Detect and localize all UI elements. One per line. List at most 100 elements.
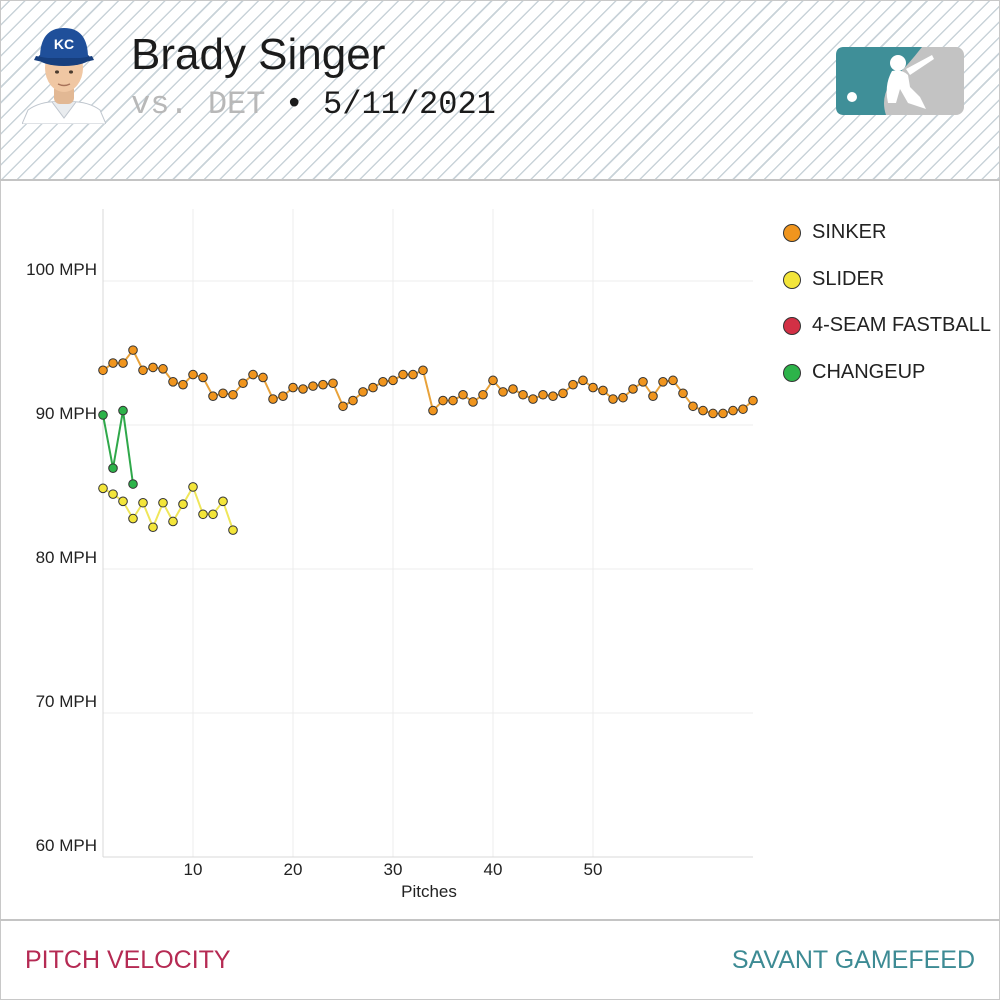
data-point-sinker bbox=[738, 404, 748, 414]
data-point-sinker bbox=[118, 358, 128, 368]
legend-swatch bbox=[783, 363, 801, 382]
data-point-sinker bbox=[648, 391, 658, 401]
data-point-slider bbox=[198, 509, 208, 520]
y-tick-label: 80 MPH bbox=[36, 548, 97, 567]
data-point-slider bbox=[108, 489, 118, 499]
data-point-sinker bbox=[368, 382, 378, 393]
data-point-sinker bbox=[708, 408, 718, 419]
data-point-slider bbox=[208, 509, 218, 520]
data-point-slider bbox=[158, 497, 168, 508]
data-point-sinker bbox=[598, 385, 608, 396]
data-point-sinker bbox=[238, 378, 248, 389]
player-name: Brady Singer bbox=[131, 30, 386, 79]
legend-item-4-seam-fastball: 4-SEAM FASTBALL bbox=[783, 313, 991, 360]
y-tick-label: 90 MPH bbox=[36, 404, 97, 423]
data-point-sinker bbox=[698, 405, 708, 416]
footer-chart-title: PITCH VELOCITY bbox=[25, 946, 231, 974]
data-point-sinker bbox=[518, 389, 528, 400]
data-point-sinker bbox=[488, 375, 498, 386]
data-point-sinker bbox=[288, 382, 298, 393]
data-point-sinker bbox=[568, 379, 578, 390]
data-point-sinker bbox=[608, 394, 618, 404]
data-point-sinker bbox=[428, 405, 438, 416]
data-point-sinker bbox=[508, 384, 518, 394]
data-point-sinker bbox=[448, 395, 458, 406]
data-point-sinker bbox=[578, 375, 588, 386]
data-point-sinker bbox=[528, 394, 538, 404]
data-point-sinker bbox=[338, 401, 348, 412]
data-point-sinker bbox=[628, 384, 638, 394]
data-point-slider bbox=[218, 496, 228, 507]
footer-source: SAVANT GAMEFEED bbox=[731, 946, 975, 974]
data-point-sinker bbox=[468, 397, 478, 407]
x-tick-label: 20 bbox=[284, 860, 303, 879]
legend-swatch bbox=[783, 317, 801, 335]
data-point-sinker bbox=[668, 375, 678, 386]
data-point-changeup bbox=[98, 410, 108, 420]
data-point-sinker bbox=[308, 381, 318, 391]
data-point-sinker bbox=[348, 395, 358, 406]
data-point-sinker bbox=[378, 377, 388, 387]
series-line-changeup bbox=[102, 409, 134, 485]
data-point-sinker bbox=[498, 387, 508, 397]
data-point-changeup bbox=[118, 405, 128, 416]
y-tick-label: 100 MPH bbox=[26, 260, 97, 279]
data-point-slider bbox=[148, 522, 158, 533]
data-point-sinker bbox=[538, 389, 548, 400]
legend-item-changeup: CHANGEUP bbox=[783, 360, 991, 407]
data-point-sinker bbox=[618, 392, 628, 403]
data-point-sinker bbox=[208, 391, 218, 401]
chart-legend: SINKER SLIDER 4-SEAM FASTBALL CHANGEUP bbox=[783, 220, 991, 406]
data-point-slider bbox=[168, 516, 178, 527]
legend-swatch bbox=[783, 270, 801, 289]
header-divider bbox=[0, 179, 1000, 181]
data-point-sinker bbox=[388, 375, 398, 386]
player-headshot: KC bbox=[21, 22, 107, 125]
legend-label: SINKER bbox=[812, 221, 887, 243]
legend-label: CHANGEUP bbox=[812, 360, 926, 383]
data-point-sinker bbox=[138, 365, 148, 376]
data-point-sinker bbox=[438, 395, 448, 406]
data-point-changeup bbox=[108, 463, 118, 474]
series-line-slider bbox=[102, 485, 234, 531]
data-point-sinker bbox=[558, 388, 568, 399]
y-tick-label: 60 MPH bbox=[36, 836, 97, 855]
data-point-sinker bbox=[358, 387, 368, 397]
y-axis: 60 MPH 70 MPH 80 MPH 90 MPH 100 MPH bbox=[26, 260, 97, 855]
cap-logo-text: KC bbox=[54, 36, 74, 52]
data-point-changeup bbox=[128, 479, 138, 489]
data-point-sinker bbox=[318, 379, 328, 390]
data-point-sinker bbox=[418, 365, 428, 376]
data-point-sinker bbox=[658, 377, 668, 387]
data-point-sinker bbox=[168, 377, 178, 387]
data-point-sinker bbox=[748, 395, 758, 406]
data-point-sinker bbox=[148, 362, 158, 373]
legend-item-sinker: SINKER bbox=[783, 220, 991, 267]
legend-label: 4-SEAM FASTBALL bbox=[812, 314, 991, 336]
data-point-sinker bbox=[98, 365, 108, 376]
separator-dot: • bbox=[284, 86, 304, 123]
data-point-sinker bbox=[408, 369, 418, 380]
data-point-sinker bbox=[198, 372, 208, 383]
game-date: 5/11/2021 bbox=[323, 86, 496, 123]
data-point-slider bbox=[188, 482, 198, 492]
legend-swatch bbox=[783, 224, 801, 242]
data-point-sinker bbox=[548, 391, 558, 401]
game-subline: vs. DET • 5/11/2021 bbox=[131, 86, 496, 123]
data-point-slider bbox=[128, 513, 138, 524]
chart-grid bbox=[102, 209, 753, 858]
y-tick-label: 70 MPH bbox=[36, 692, 97, 711]
data-point-sinker bbox=[478, 389, 488, 400]
data-point-slider bbox=[178, 499, 188, 510]
header-banner bbox=[1, 1, 999, 179]
series-line-sinker bbox=[102, 349, 754, 415]
data-point-slider bbox=[118, 496, 128, 507]
data-point-sinker bbox=[128, 345, 138, 355]
x-tick-label: 30 bbox=[384, 860, 403, 879]
data-point-sinker bbox=[588, 382, 598, 393]
data-point-slider bbox=[138, 497, 148, 508]
legend-label: SLIDER bbox=[812, 267, 885, 290]
data-point-slider bbox=[98, 483, 108, 494]
opponent-label: vs. DET bbox=[131, 86, 266, 123]
data-point-sinker bbox=[158, 364, 168, 374]
